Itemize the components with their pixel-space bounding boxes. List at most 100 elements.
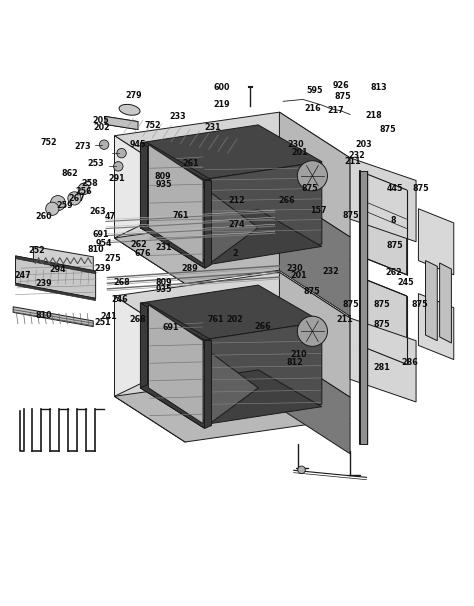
Circle shape <box>68 191 81 205</box>
Polygon shape <box>115 215 350 284</box>
Polygon shape <box>115 296 185 442</box>
Text: 274: 274 <box>228 220 246 229</box>
Text: 600: 600 <box>214 82 230 92</box>
Text: 8: 8 <box>391 216 396 225</box>
Text: 232: 232 <box>322 267 339 276</box>
Polygon shape <box>115 351 279 442</box>
Text: 935: 935 <box>156 285 172 295</box>
Text: 239: 239 <box>94 264 111 273</box>
Text: 260: 260 <box>36 211 52 221</box>
Polygon shape <box>115 112 350 181</box>
Circle shape <box>100 140 109 150</box>
Text: 289: 289 <box>182 264 198 273</box>
Text: 875: 875 <box>335 92 351 101</box>
Polygon shape <box>115 373 350 442</box>
Polygon shape <box>16 256 96 274</box>
Polygon shape <box>140 348 258 428</box>
Text: 262: 262 <box>385 268 402 278</box>
Text: 926: 926 <box>332 81 349 90</box>
Polygon shape <box>13 307 93 327</box>
Text: 157: 157 <box>310 206 326 215</box>
Text: 281: 281 <box>374 362 391 371</box>
Text: 809: 809 <box>154 172 171 181</box>
Text: 239: 239 <box>36 279 52 288</box>
Polygon shape <box>279 272 350 398</box>
Text: 291: 291 <box>109 174 125 183</box>
Polygon shape <box>34 247 93 271</box>
Polygon shape <box>439 263 451 343</box>
Text: 273: 273 <box>74 142 91 151</box>
Text: 256: 256 <box>75 187 92 196</box>
Polygon shape <box>16 283 96 301</box>
Text: 862: 862 <box>61 170 78 178</box>
Polygon shape <box>115 192 279 284</box>
Text: 275: 275 <box>104 254 121 263</box>
Polygon shape <box>359 171 366 444</box>
Text: 216: 216 <box>304 104 321 113</box>
Text: 954: 954 <box>96 239 112 248</box>
Text: 202: 202 <box>227 316 244 324</box>
Text: 2: 2 <box>232 250 238 259</box>
Text: 875: 875 <box>374 301 391 310</box>
Text: 211: 211 <box>344 157 361 166</box>
Text: 246: 246 <box>111 295 128 304</box>
Text: 294: 294 <box>50 265 66 274</box>
Circle shape <box>50 196 65 211</box>
Text: 761: 761 <box>208 316 224 324</box>
Text: 241: 241 <box>100 312 117 321</box>
Text: 218: 218 <box>365 111 382 120</box>
Polygon shape <box>115 136 185 284</box>
Polygon shape <box>148 145 203 264</box>
Polygon shape <box>204 322 322 422</box>
Polygon shape <box>140 210 322 265</box>
Polygon shape <box>140 303 211 340</box>
Text: 875: 875 <box>302 184 319 193</box>
Text: 875: 875 <box>380 125 396 134</box>
Text: 761: 761 <box>172 211 189 220</box>
Polygon shape <box>16 256 96 298</box>
Text: 211: 211 <box>336 316 353 324</box>
Text: 809: 809 <box>155 278 172 287</box>
Circle shape <box>298 466 305 473</box>
Circle shape <box>297 161 328 191</box>
Polygon shape <box>140 187 258 268</box>
Text: 691: 691 <box>92 230 109 239</box>
Text: 279: 279 <box>125 91 142 100</box>
Text: 875: 875 <box>412 184 429 193</box>
Text: 261: 261 <box>182 159 199 168</box>
Polygon shape <box>359 277 407 364</box>
Polygon shape <box>148 305 203 424</box>
Polygon shape <box>115 272 350 342</box>
Polygon shape <box>350 158 416 242</box>
Text: 810: 810 <box>36 311 52 320</box>
Ellipse shape <box>119 104 140 115</box>
Text: 203: 203 <box>355 140 372 149</box>
Polygon shape <box>140 285 322 340</box>
Polygon shape <box>140 143 204 268</box>
Text: 230: 230 <box>286 264 303 273</box>
Polygon shape <box>140 385 211 428</box>
Text: 676: 676 <box>135 250 151 259</box>
Polygon shape <box>140 224 211 268</box>
Text: 259: 259 <box>57 201 73 210</box>
Text: 813: 813 <box>370 82 387 92</box>
Text: 875: 875 <box>411 301 428 310</box>
Text: 945: 945 <box>130 140 146 149</box>
Polygon shape <box>140 370 322 425</box>
Text: 266: 266 <box>255 322 271 331</box>
Text: 210: 210 <box>290 350 307 359</box>
Polygon shape <box>419 293 454 359</box>
Text: 219: 219 <box>214 99 230 108</box>
Text: 595: 595 <box>307 87 323 96</box>
Polygon shape <box>140 303 204 428</box>
Text: 268: 268 <box>130 316 146 324</box>
Polygon shape <box>204 340 211 428</box>
Polygon shape <box>204 179 211 268</box>
Circle shape <box>78 183 90 195</box>
Text: 201: 201 <box>290 271 307 280</box>
Polygon shape <box>204 162 322 262</box>
Polygon shape <box>359 171 407 275</box>
Text: 231: 231 <box>204 123 221 132</box>
Polygon shape <box>140 143 211 179</box>
Polygon shape <box>419 208 454 275</box>
